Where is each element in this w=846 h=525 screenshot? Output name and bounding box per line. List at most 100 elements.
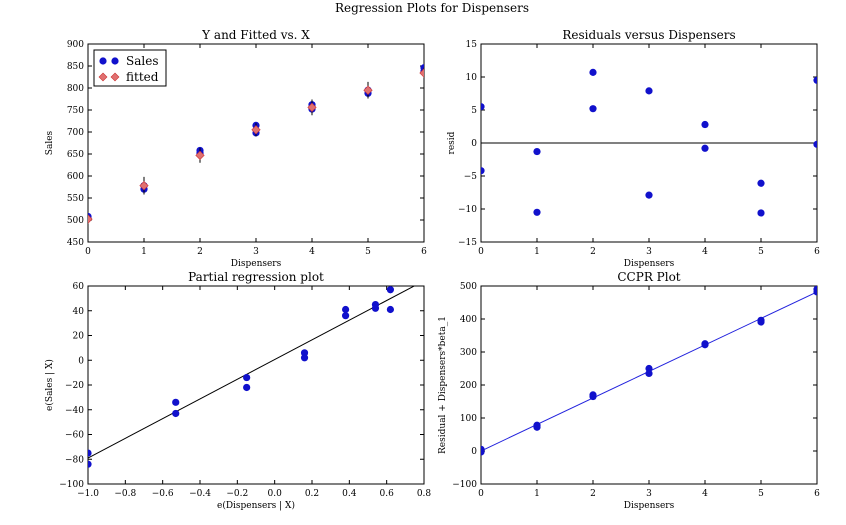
plot-area	[481, 68, 817, 217]
x-tick-label: 3	[646, 247, 652, 257]
x-tick-label: 0.8	[417, 489, 432, 499]
figure-suptitle: Regression Plots for Dispensers	[335, 1, 529, 15]
data-point	[589, 68, 597, 76]
y-tick-label: 500	[67, 216, 84, 226]
y-tick-label: −100	[452, 480, 477, 490]
data-point	[701, 144, 709, 152]
x-axis-label: Dispensers	[624, 501, 675, 511]
x-tick-label: 6	[814, 489, 820, 499]
data-point	[88, 460, 92, 468]
data-point	[645, 87, 653, 95]
y-tick-label: 20	[73, 332, 85, 342]
data-point	[300, 349, 309, 357]
x-tick-label: −1.0	[77, 489, 99, 499]
x-axis-label: Dispensers	[231, 259, 282, 269]
y-tick-label: −60	[65, 431, 84, 441]
x-tick-label: 6	[814, 247, 820, 257]
x-tick-label: −0.8	[114, 489, 136, 499]
y-tick-label: 700	[67, 128, 84, 138]
plot-frame	[87, 285, 425, 485]
plot-area	[481, 286, 817, 456]
x-tick-label: 1	[141, 247, 147, 257]
y-tick-label: 200	[460, 381, 477, 391]
y-tick-label: −20	[65, 381, 84, 391]
legend-sales-marker	[99, 57, 107, 65]
y-tick-label: 650	[67, 150, 84, 160]
x-tick-label: 2	[197, 247, 203, 257]
legend-fitted-marker	[98, 72, 108, 82]
data-point	[342, 305, 350, 314]
data-point	[172, 409, 180, 418]
data-point	[813, 140, 817, 148]
chart-title: Y and Fitted vs. X	[201, 28, 310, 42]
x-tick-label: 4	[702, 489, 708, 499]
data-point	[813, 76, 817, 84]
y-axis-label: resid	[447, 131, 457, 154]
x-tick-label: 0.0	[268, 489, 283, 499]
y-tick-label: 300	[460, 348, 477, 358]
x-axis-label: Dispensers	[624, 259, 675, 269]
x-tick-label: 6	[421, 247, 427, 257]
data-point	[386, 286, 394, 294]
data-point	[300, 354, 309, 362]
y-tick-label: 0	[78, 356, 84, 366]
y-tick-label: −15	[458, 238, 477, 248]
data-point	[533, 208, 541, 216]
y-tick-label: 600	[67, 172, 84, 182]
y-tick-label: −5	[464, 172, 478, 182]
data-point	[757, 209, 765, 217]
data-point	[701, 120, 709, 129]
y-tick-label: 550	[67, 194, 84, 204]
data-point	[342, 312, 350, 320]
data-point	[243, 383, 251, 392]
residuals-plot: Residuals versus Dispensers Dispensers res…	[447, 28, 820, 269]
y-tick-label: −40	[65, 406, 84, 416]
x-tick-label: 2	[590, 247, 596, 257]
y-tick-label: 0	[471, 447, 477, 457]
x-tick-label: 0	[85, 247, 91, 257]
y-tick-label: 0	[471, 139, 477, 149]
data-point	[757, 318, 765, 326]
y-tick-label: −80	[65, 455, 84, 465]
x-tick-label: −0.4	[189, 489, 211, 499]
data-point	[645, 364, 653, 373]
y-tick-label: 400	[460, 315, 477, 325]
data-point	[533, 147, 541, 156]
y-axis-label: e(Sales | X)	[44, 359, 55, 411]
x-tick-label: 4	[309, 247, 315, 257]
y-tick-label: 10	[466, 73, 478, 83]
x-tick-label: 1	[534, 247, 540, 257]
x-tick-label: −0.2	[226, 489, 248, 499]
y-tick-label: 900	[67, 40, 84, 50]
x-tick-label: 0.4	[342, 489, 357, 499]
x-tick-label: 0.2	[305, 489, 319, 499]
data-point	[371, 304, 380, 312]
data-point	[813, 288, 817, 296]
y-tick-label: 5	[471, 106, 477, 116]
legend-sales-marker	[111, 57, 119, 65]
legend: Sales fitted	[93, 49, 167, 87]
x-tick-label: 1	[534, 489, 540, 499]
x-axis-label: e(Dispensers | X)	[217, 500, 295, 511]
plot-area	[88, 64, 424, 224]
y-and-fitted-plot: Y and Fitted vs. X Dispensers Sales 0 1 2 3 4 5 6…	[45, 28, 427, 269]
data-point	[172, 398, 180, 406]
x-tick-label: 3	[646, 489, 652, 499]
y-tick-label: 450	[67, 238, 84, 248]
y-tick-label: 800	[67, 84, 84, 94]
data-point	[481, 103, 485, 111]
data-point	[757, 179, 765, 187]
x-tick-label: −0.6	[152, 489, 174, 499]
partial-regression-plot: Partial regression plot e(Dispensers | X)…	[44, 270, 431, 511]
data-point	[701, 341, 709, 349]
data-point	[533, 423, 541, 431]
data-point	[645, 369, 653, 378]
chart-title: Partial regression plot	[188, 270, 324, 284]
chart-title: CCPR Plot	[617, 270, 680, 284]
x-tick-label: 0	[478, 489, 484, 499]
fitted-point	[195, 150, 205, 160]
fitted-point	[139, 181, 149, 191]
fit-line	[88, 286, 416, 459]
data-point	[481, 448, 485, 456]
